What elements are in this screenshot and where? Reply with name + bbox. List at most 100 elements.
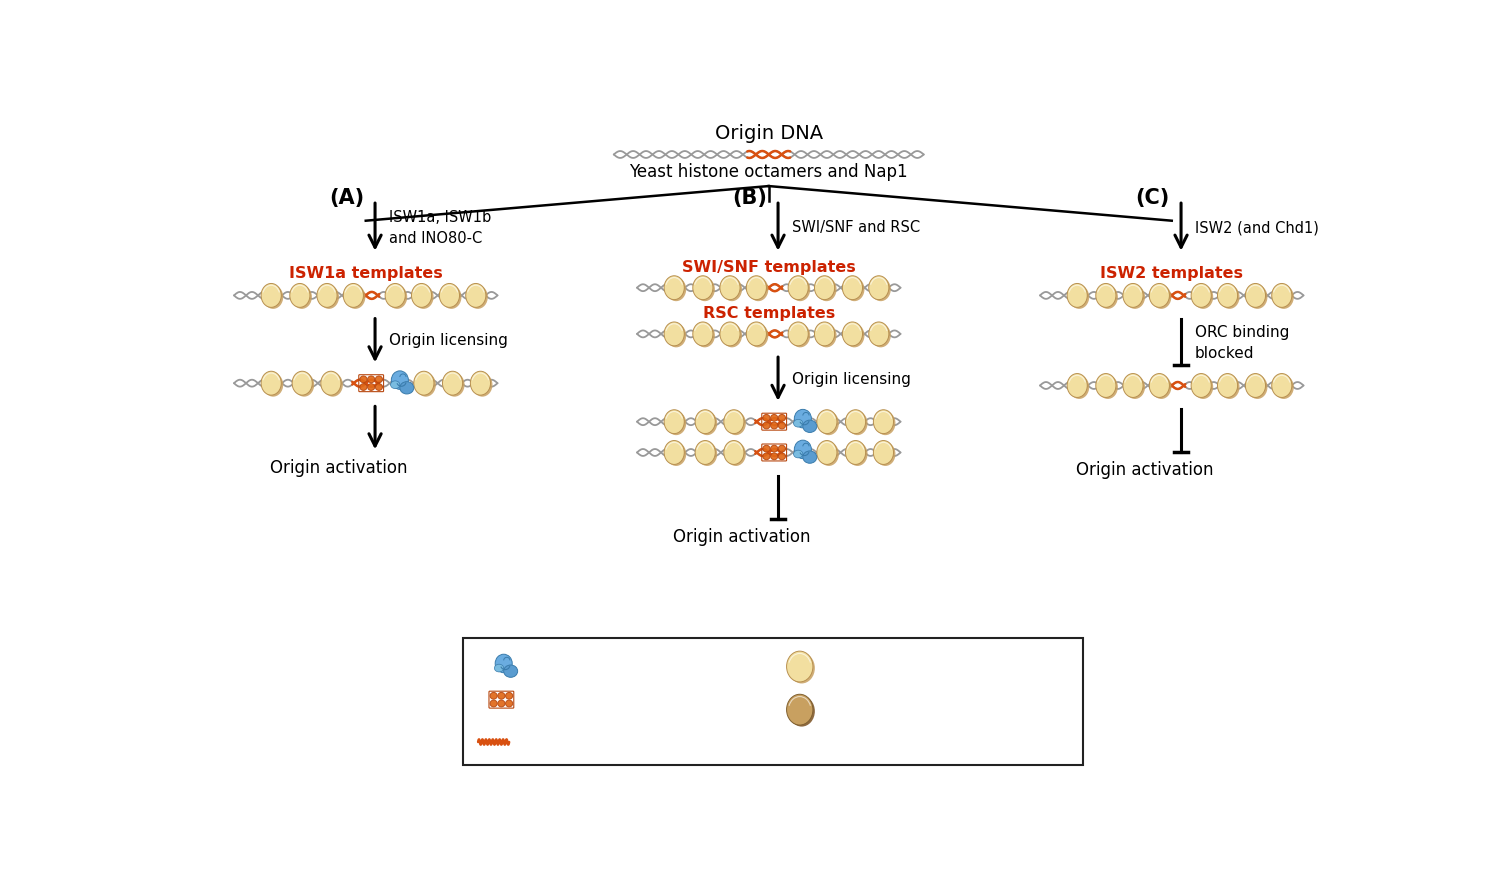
Ellipse shape (1150, 375, 1172, 399)
Ellipse shape (392, 371, 408, 390)
Ellipse shape (504, 665, 518, 677)
Ellipse shape (444, 373, 465, 397)
Ellipse shape (764, 422, 770, 429)
Ellipse shape (1191, 283, 1212, 307)
Text: (A): (A) (328, 188, 364, 209)
Ellipse shape (694, 323, 715, 348)
Ellipse shape (1149, 283, 1170, 307)
Ellipse shape (368, 383, 375, 391)
Text: ORC: ORC (528, 658, 567, 676)
Ellipse shape (316, 283, 338, 307)
Ellipse shape (873, 409, 894, 434)
Ellipse shape (815, 276, 834, 299)
Ellipse shape (666, 442, 686, 466)
Ellipse shape (1245, 374, 1266, 398)
Ellipse shape (720, 322, 740, 346)
Text: (C): (C) (1136, 188, 1170, 209)
Ellipse shape (664, 322, 684, 346)
Ellipse shape (724, 409, 744, 434)
Ellipse shape (442, 371, 462, 395)
Text: canonical nucleosome: canonical nucleosome (824, 659, 1011, 674)
Ellipse shape (387, 285, 406, 309)
Ellipse shape (876, 411, 896, 435)
Ellipse shape (722, 323, 742, 348)
Ellipse shape (748, 323, 768, 348)
Text: alternate/destabilized
nucleosome?: alternate/destabilized nucleosome? (824, 693, 1013, 727)
Ellipse shape (666, 411, 686, 435)
Ellipse shape (1220, 285, 1239, 309)
Ellipse shape (802, 451, 818, 463)
Ellipse shape (788, 276, 808, 299)
Ellipse shape (440, 283, 459, 307)
Ellipse shape (844, 277, 864, 301)
Ellipse shape (1066, 283, 1088, 307)
Ellipse shape (1150, 285, 1172, 309)
Ellipse shape (748, 277, 768, 301)
Ellipse shape (261, 371, 282, 395)
Ellipse shape (771, 453, 777, 460)
Ellipse shape (847, 411, 867, 435)
Ellipse shape (794, 450, 802, 458)
Ellipse shape (694, 409, 715, 434)
Ellipse shape (495, 664, 504, 672)
Ellipse shape (1149, 374, 1170, 398)
Ellipse shape (465, 283, 486, 307)
Ellipse shape (764, 445, 770, 452)
Ellipse shape (698, 411, 717, 435)
Ellipse shape (322, 373, 344, 397)
Ellipse shape (868, 276, 889, 299)
Ellipse shape (441, 285, 462, 309)
Ellipse shape (846, 409, 865, 434)
Ellipse shape (790, 277, 810, 301)
Ellipse shape (1096, 374, 1116, 398)
Ellipse shape (1125, 285, 1144, 309)
Ellipse shape (664, 441, 684, 464)
Ellipse shape (747, 322, 766, 346)
Ellipse shape (778, 415, 786, 421)
Ellipse shape (416, 373, 436, 397)
Text: Origin activation: Origin activation (270, 459, 408, 477)
Ellipse shape (1098, 375, 1118, 399)
Text: ISW1a templates: ISW1a templates (290, 266, 442, 281)
Ellipse shape (816, 323, 837, 348)
Ellipse shape (789, 652, 814, 684)
Ellipse shape (414, 285, 434, 309)
Ellipse shape (1248, 375, 1268, 399)
Ellipse shape (818, 409, 837, 434)
Ellipse shape (726, 411, 746, 435)
Ellipse shape (320, 285, 339, 309)
Ellipse shape (360, 376, 368, 383)
Ellipse shape (747, 276, 766, 299)
Ellipse shape (778, 453, 786, 460)
Ellipse shape (386, 283, 405, 307)
Ellipse shape (414, 371, 434, 395)
Ellipse shape (664, 276, 684, 299)
Ellipse shape (261, 283, 282, 307)
Ellipse shape (693, 276, 712, 299)
Text: Mcm2-7: Mcm2-7 (528, 691, 603, 709)
Ellipse shape (1192, 375, 1214, 399)
Ellipse shape (290, 283, 310, 307)
Ellipse shape (262, 285, 284, 309)
Ellipse shape (1124, 283, 1143, 307)
Ellipse shape (1245, 283, 1266, 307)
Ellipse shape (666, 277, 686, 301)
Ellipse shape (778, 445, 786, 452)
Ellipse shape (818, 441, 837, 464)
Ellipse shape (788, 322, 808, 346)
Text: RSC templates: RSC templates (702, 306, 836, 322)
Text: SWI/SNF templates: SWI/SNF templates (682, 260, 855, 275)
Ellipse shape (786, 651, 813, 682)
Ellipse shape (789, 696, 814, 727)
Ellipse shape (694, 277, 715, 301)
Ellipse shape (471, 371, 490, 395)
Ellipse shape (843, 322, 862, 346)
Ellipse shape (498, 700, 506, 707)
Ellipse shape (506, 700, 513, 707)
Ellipse shape (1248, 285, 1268, 309)
Ellipse shape (870, 277, 891, 301)
Ellipse shape (666, 323, 686, 348)
Ellipse shape (344, 283, 363, 307)
Ellipse shape (771, 445, 777, 452)
Ellipse shape (771, 422, 777, 429)
